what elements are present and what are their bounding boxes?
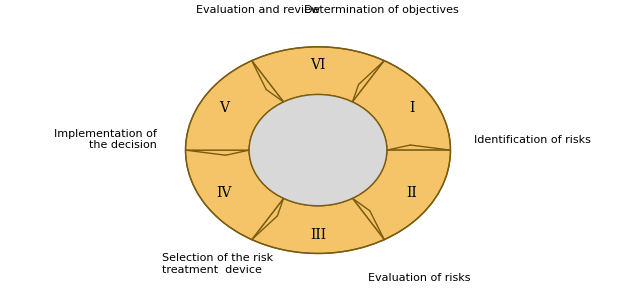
Text: Identification of risks: Identification of risks: [474, 135, 591, 145]
PathPatch shape: [352, 61, 450, 150]
Text: IV: IV: [216, 186, 232, 200]
Text: Selection of the risk
treatment  device: Selection of the risk treatment device: [162, 253, 273, 275]
Text: III: III: [310, 228, 326, 242]
Text: Implementation of
the decision: Implementation of the decision: [53, 129, 156, 150]
Ellipse shape: [249, 95, 387, 206]
Text: II: II: [406, 186, 417, 200]
PathPatch shape: [186, 61, 284, 150]
Text: V: V: [219, 100, 229, 114]
Text: I: I: [409, 100, 415, 114]
PathPatch shape: [252, 47, 384, 102]
Text: Determination of objectives: Determination of objectives: [304, 5, 459, 15]
PathPatch shape: [252, 198, 384, 253]
Text: VI: VI: [310, 58, 326, 72]
PathPatch shape: [352, 150, 450, 240]
Text: Evaluation and review: Evaluation and review: [197, 5, 321, 15]
Text: Evaluation of risks: Evaluation of risks: [368, 273, 471, 283]
PathPatch shape: [186, 150, 284, 240]
